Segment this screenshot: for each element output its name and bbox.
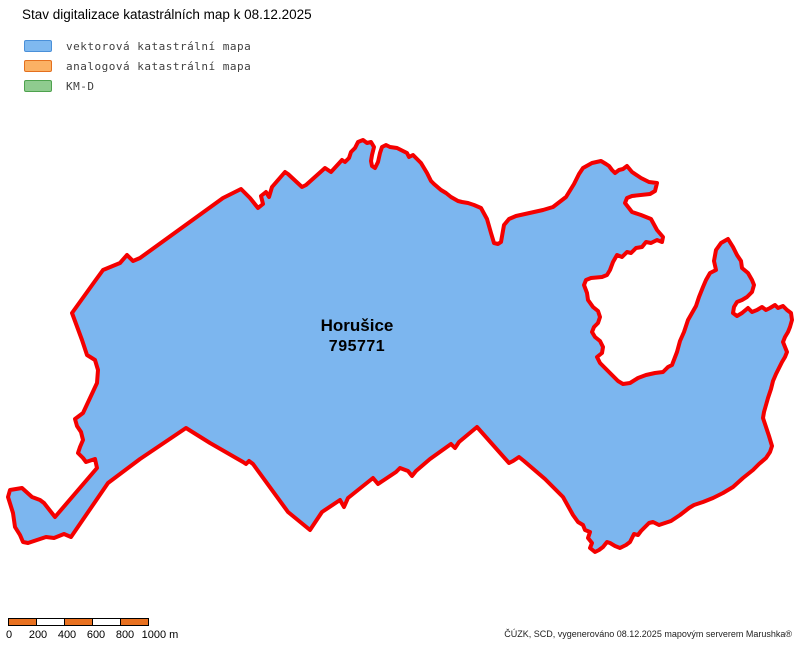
vector-map-swatch (24, 40, 52, 52)
scale-label: 400 (57, 629, 77, 641)
legend-item-vector: vektorová katastrální mapa (24, 36, 251, 56)
legend-item-analog: analogová katastrální mapa (24, 56, 251, 76)
legend-item-kmd: KM-D (24, 76, 251, 96)
page-title: Stav digitalizace katastrálních map k 08… (22, 7, 312, 22)
scale-bar-segments (8, 618, 149, 626)
scale-segment (8, 618, 37, 626)
legend-item-label: vektorová katastrální mapa (66, 39, 252, 53)
scale-bar-labels: 0 200 400 600 800 1000 m (5, 629, 178, 643)
scale-segment (64, 618, 93, 626)
attribution-text: ČÚZK, SCD, vygenerováno 08.12.2025 mapov… (504, 629, 792, 639)
legend-item-label: analogová katastrální mapa (66, 59, 252, 73)
scale-segment (120, 618, 149, 626)
area-code-label: 795771 (328, 338, 386, 355)
cadastral-area-polygon[interactable] (6, 138, 794, 554)
scale-segment (36, 618, 65, 626)
scale-segment (92, 618, 121, 626)
scale-label: 800 (115, 629, 135, 641)
scale-bar: 0 200 400 600 800 1000 m (5, 618, 178, 643)
scale-label: 0 (5, 629, 13, 641)
scale-label: 200 (28, 629, 48, 641)
scale-label: 1000 m (141, 629, 179, 641)
area-name-label: Horušice (320, 316, 394, 335)
kmd-swatch (24, 80, 52, 92)
legend-item-label: KM-D (66, 79, 95, 93)
scale-label: 600 (86, 629, 106, 641)
analog-map-swatch (24, 60, 52, 72)
legend: vektorová katastrální mapa analogová kat… (24, 36, 251, 96)
